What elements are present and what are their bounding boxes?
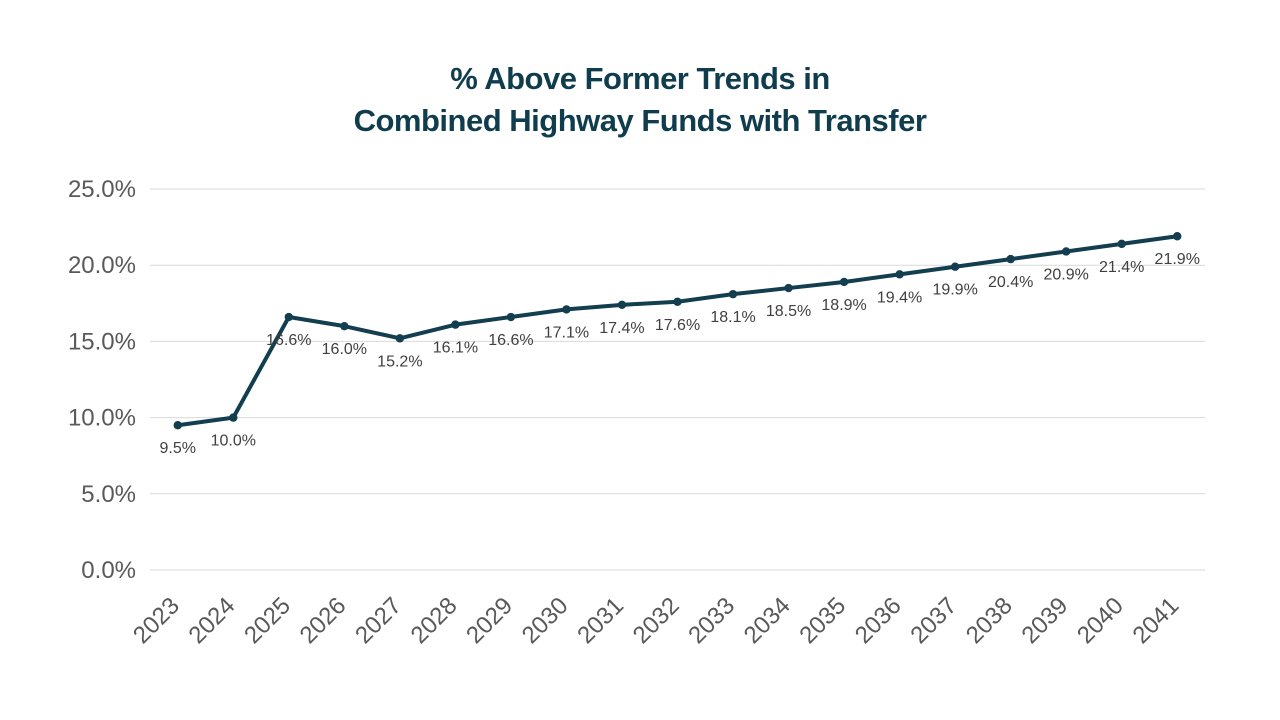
x-axis-tick-label: 2028 xyxy=(406,592,463,649)
data-point-label: 16.6% xyxy=(488,332,533,349)
data-point-marker xyxy=(284,312,294,322)
data-point-label: 19.9% xyxy=(932,282,977,299)
data-point-label: 16.0% xyxy=(322,341,367,358)
data-point-label: 19.4% xyxy=(877,289,922,306)
data-point-label: 20.4% xyxy=(988,274,1033,291)
data-point-marker xyxy=(340,321,349,331)
chart-title-line1: % Above Former Trends in xyxy=(450,61,830,96)
data-point-marker xyxy=(1006,254,1015,264)
data-point-marker xyxy=(395,334,405,343)
data-point-marker xyxy=(895,270,904,279)
data-point-label: 17.6% xyxy=(655,317,700,334)
y-axis-tick-label: 10.0% xyxy=(68,405,136,432)
x-axis-tick-label: 2023 xyxy=(128,592,185,649)
x-axis-tick-label: 2024 xyxy=(184,592,241,649)
x-axis-tick-label: 2041 xyxy=(1128,592,1185,649)
data-point-marker xyxy=(617,300,627,310)
x-axis-tick-label: 2025 xyxy=(239,592,296,649)
y-axis-tick-label: 20.0% xyxy=(68,252,136,279)
x-axis-tick-label: 2031 xyxy=(572,592,629,649)
chart-title: % Above Former Trends in Combined Highwa… xyxy=(0,58,1280,142)
data-point-marker xyxy=(1061,247,1071,256)
data-point-label: 18.5% xyxy=(766,303,811,320)
data-point-label: 17.4% xyxy=(599,320,644,337)
data-point-marker xyxy=(728,289,738,299)
x-axis-tick-label: 2032 xyxy=(628,592,685,649)
data-point-label: 20.9% xyxy=(1043,266,1088,283)
data-point-label: 21.4% xyxy=(1099,259,1144,276)
data-point-marker xyxy=(784,283,793,293)
data-point-label: 17.1% xyxy=(544,324,589,341)
x-axis-tick-label: 2026 xyxy=(295,592,352,649)
data-point-label: 10.0% xyxy=(211,433,256,450)
x-axis-tick-label: 2035 xyxy=(794,592,851,649)
y-axis-tick-label: 25.0% xyxy=(68,176,136,203)
data-point-label: 21.9% xyxy=(1155,251,1200,268)
x-axis-tick-label: 2033 xyxy=(683,592,740,649)
x-axis-tick-label: 2034 xyxy=(739,592,796,649)
x-axis-tick-label: 2037 xyxy=(905,592,962,649)
data-point-marker xyxy=(673,297,682,306)
data-point-marker xyxy=(839,277,849,287)
y-axis-tick-label: 0.0% xyxy=(81,557,136,584)
data-point-marker xyxy=(1173,232,1182,241)
data-point-marker xyxy=(950,262,960,271)
y-axis-tick-label: 15.0% xyxy=(68,328,136,355)
data-point-label: 18.1% xyxy=(710,309,755,326)
data-point-label: 9.5% xyxy=(160,440,196,457)
x-axis-tick-label: 2030 xyxy=(517,592,574,649)
data-point-marker xyxy=(1117,239,1126,249)
chart-title-line2: Combined Highway Funds with Transfer xyxy=(353,103,927,138)
data-point-marker xyxy=(506,312,516,322)
x-axis-tick-label: 2038 xyxy=(961,592,1018,649)
data-point-marker xyxy=(451,320,460,329)
data-point-label: 16.1% xyxy=(433,340,478,357)
data-point-marker xyxy=(562,305,571,314)
data-point-label: 16.6% xyxy=(266,332,311,349)
x-axis-tick-label: 2027 xyxy=(350,592,407,649)
data-point-marker xyxy=(229,413,238,422)
x-axis-tick-label: 2029 xyxy=(461,592,518,649)
data-point-marker xyxy=(173,421,182,430)
data-point-label: 15.2% xyxy=(377,353,422,370)
x-axis-tick-label: 2039 xyxy=(1016,592,1073,649)
x-axis-tick-label: 2040 xyxy=(1072,592,1129,649)
y-axis-tick-label: 5.0% xyxy=(81,481,136,508)
x-axis-tick-label: 2036 xyxy=(850,592,907,649)
data-point-label: 18.9% xyxy=(821,297,866,314)
